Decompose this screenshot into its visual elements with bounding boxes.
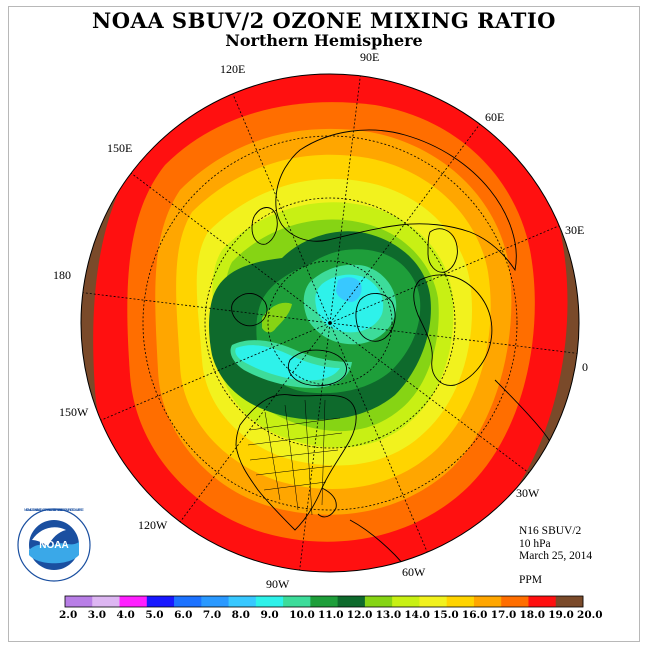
colorbar-swatch xyxy=(364,596,393,607)
colorbar-swatch xyxy=(419,596,448,607)
logo-wave xyxy=(29,542,79,564)
colorbar-tick-label: 13.0 xyxy=(375,609,402,621)
colorbar-border xyxy=(64,595,584,608)
colorbar-tick-label: 7.0 xyxy=(202,609,222,621)
colorbar-tick-label: 17.0 xyxy=(490,609,517,621)
colorbar-tick-label: 14.0 xyxy=(404,609,430,621)
longitude-label: 30W xyxy=(516,486,540,500)
colorbar-swatch xyxy=(528,596,557,607)
colorbar-swatch xyxy=(65,596,93,607)
chart-title: NOAA SBUV/2 OZONE MIXING RATIO xyxy=(92,8,556,33)
longitude-label: 150E xyxy=(107,141,133,155)
colorbar-swatch xyxy=(446,596,475,607)
colorbar-swatch xyxy=(310,596,339,607)
meridian-line xyxy=(329,225,560,324)
colorbar-swatch xyxy=(555,596,584,607)
coast-greenland xyxy=(355,293,396,342)
colorbar-tick-label: 3.0 xyxy=(87,609,107,621)
colorbar-swatch xyxy=(283,596,311,607)
colorbar-tick-label: 11.0 xyxy=(318,609,344,621)
coast-north-america xyxy=(235,394,357,531)
coastlines xyxy=(231,129,566,572)
coast-kamchatka xyxy=(251,207,278,245)
date-label: March 25, 2014 xyxy=(519,550,593,562)
coast-scandinavia xyxy=(427,228,458,273)
coast-asia xyxy=(275,129,517,272)
colorbar-swatch xyxy=(92,596,120,607)
colorbar-tick-label: 8.0 xyxy=(231,609,250,621)
colorbar xyxy=(65,596,584,607)
colorbar-tick-label: 19.0 xyxy=(548,609,574,621)
lat-circle-70 xyxy=(267,260,393,386)
longitude-label: 180 xyxy=(53,268,71,282)
longitude-label: 0 xyxy=(582,360,588,374)
longitude-label: 150W xyxy=(59,405,89,419)
units-label: PPM xyxy=(519,574,543,586)
colorbar-swatch xyxy=(473,596,502,607)
colorbar-tick-label: 12.0 xyxy=(346,609,373,621)
state-lines xyxy=(247,399,343,516)
colorbar-tick-label: 6.0 xyxy=(174,609,193,621)
band-cyan-tongue xyxy=(235,345,340,381)
meridian-line xyxy=(329,322,530,474)
globe-border xyxy=(80,73,580,573)
band-green-arm xyxy=(262,302,292,333)
colorbar-swatch xyxy=(255,596,284,607)
colorbar-tick-label: 20.0 xyxy=(577,609,603,621)
coast-south-america xyxy=(349,519,413,572)
coast-arctic-canada xyxy=(287,349,347,387)
figure-frame xyxy=(8,6,640,642)
meridian-line xyxy=(329,123,481,324)
colorbar-swatch xyxy=(392,596,420,607)
coast-gulf xyxy=(317,487,337,518)
meridian-line xyxy=(329,75,361,324)
longitude-label: 120W xyxy=(138,518,168,532)
colorbar-tick-label: 18.0 xyxy=(519,609,546,621)
colorbar-tick-label: 15.0 xyxy=(433,609,459,621)
meridian-line xyxy=(329,322,428,553)
coast-europe xyxy=(413,274,493,386)
colorbar-tick-label: 2.0 xyxy=(59,609,78,621)
colorbar-swatch xyxy=(337,596,366,607)
logo-ring-text: NATIONAL OCEANIC AND ATMOSPHERIC ADMINIS… xyxy=(24,507,84,512)
colorbar-swatch xyxy=(146,596,175,607)
logo-text: NOAA xyxy=(39,540,68,551)
longitude-label: 120E xyxy=(220,62,246,76)
colorbar-swatch xyxy=(119,596,148,607)
meridian-line xyxy=(232,93,331,324)
noaa-logo: NOAA NATIONAL OCEANIC AND ATMOSPHERIC AD… xyxy=(17,507,91,582)
meridian-line xyxy=(100,322,331,421)
longitude-label: 60W xyxy=(402,565,426,579)
colorbar-swatch xyxy=(174,596,202,607)
band-cyan xyxy=(315,274,384,333)
meridian-line xyxy=(82,292,331,324)
colorbar-swatch xyxy=(501,596,529,607)
longitude-label: 90E xyxy=(360,50,380,64)
longitude-label: 60E xyxy=(485,110,505,124)
colorbar-tick-label: 4.0 xyxy=(116,609,135,621)
ozone-field xyxy=(81,74,579,572)
chart-subtitle: Northern Hemisphere xyxy=(225,31,423,50)
longitude-label: 90W xyxy=(266,577,290,591)
meridian-line xyxy=(299,322,331,571)
meridian-line xyxy=(329,322,578,354)
logo-bird xyxy=(32,527,66,546)
colorbar-swatch xyxy=(201,596,229,607)
meridian-line xyxy=(179,322,331,523)
colorbar-tick-label: 16.0 xyxy=(461,609,488,621)
colorbar-tick-label: 5.0 xyxy=(145,609,164,621)
pressure-level: 10 hPa xyxy=(519,538,551,550)
colorbar-tick-label: 9.0 xyxy=(260,609,279,621)
meridians xyxy=(82,75,578,571)
meridian-line xyxy=(130,172,331,324)
colorbar-tick-label: 10.0 xyxy=(289,609,315,621)
longitude-label: 30E xyxy=(565,223,585,237)
lat-circle-50 xyxy=(204,197,456,449)
coast-alaska xyxy=(231,293,268,327)
band-blue-core xyxy=(336,277,362,302)
satellite-label: N16 SBUV/2 xyxy=(519,525,582,537)
colorbar-swatch xyxy=(228,596,257,607)
